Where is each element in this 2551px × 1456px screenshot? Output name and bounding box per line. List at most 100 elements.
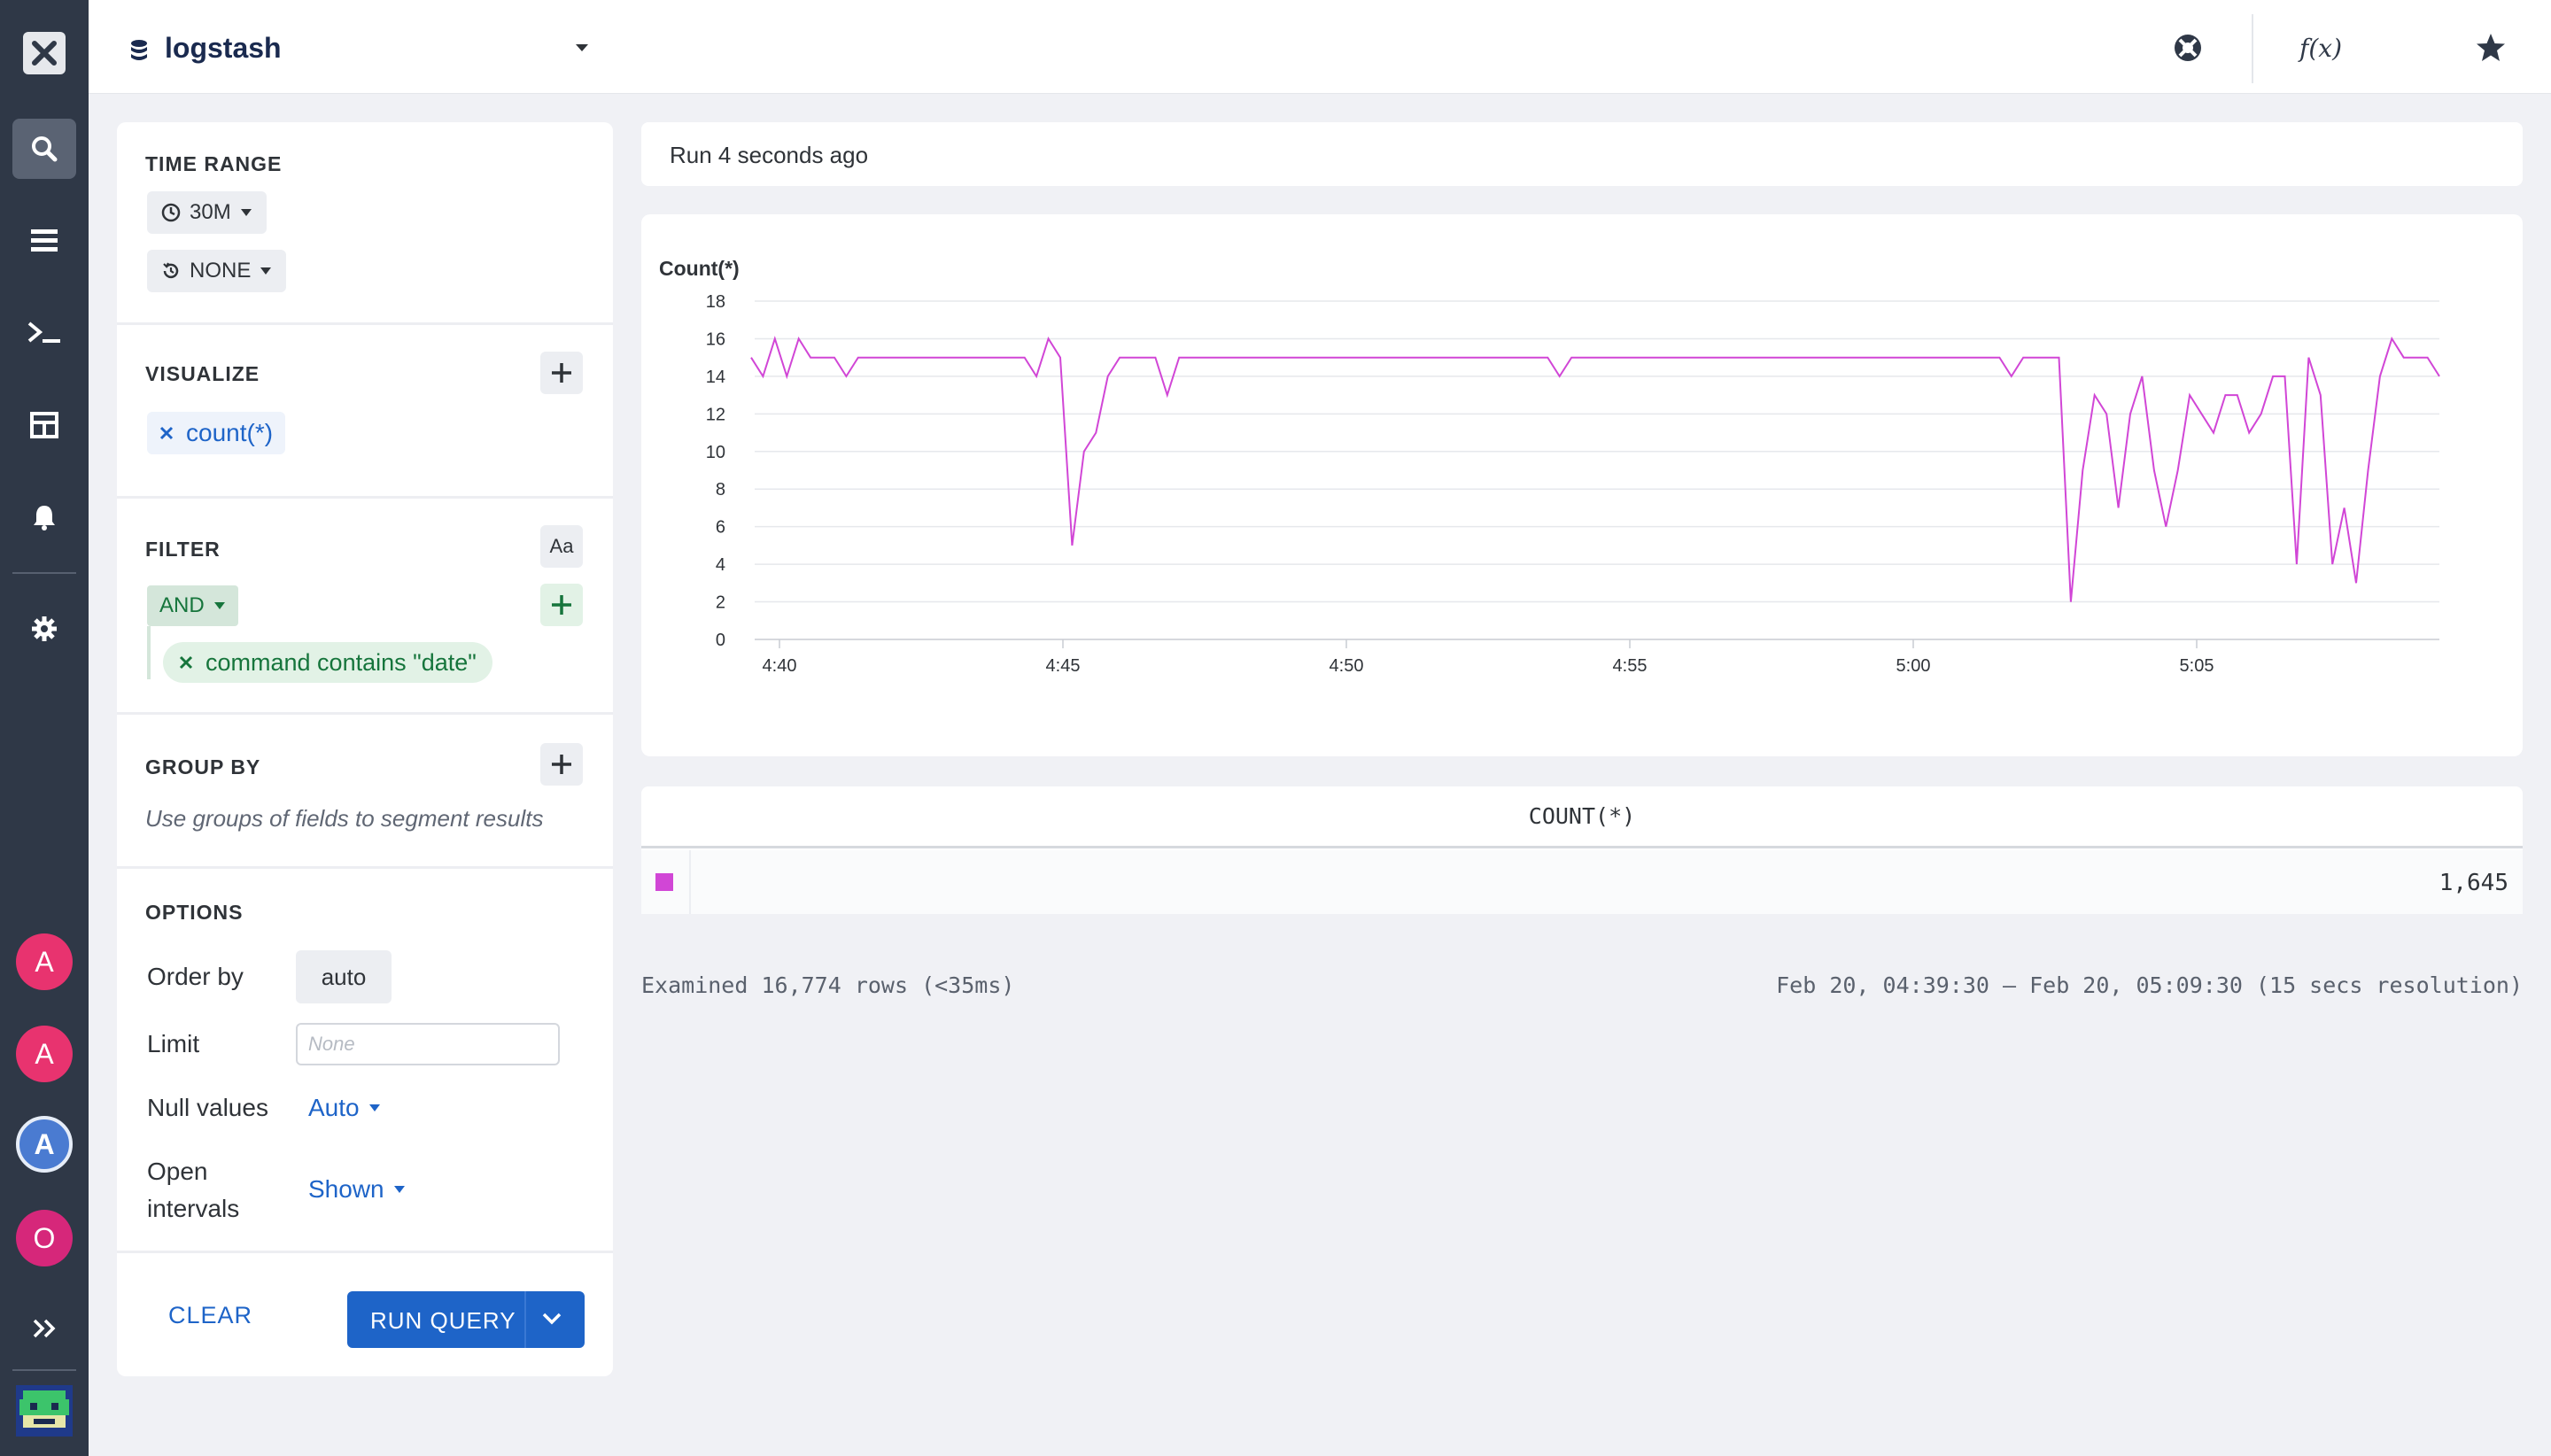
chevrons-right-icon	[33, 1319, 56, 1338]
open-intervals-label: Open	[147, 1158, 208, 1185]
count-line-chart: Count(*) 0 2 4 6 8 10 12 14 16 18 4:40 4:45 4:50 4:5…	[659, 257, 2440, 676]
series-swatch	[655, 873, 673, 891]
x-tick-label: 4:45	[1046, 656, 1081, 676]
close-logo-icon	[32, 41, 57, 66]
clock-icon	[161, 203, 181, 222]
app-logo[interactable]	[23, 32, 66, 74]
nav-expand[interactable]	[12, 1298, 76, 1359]
add-filter-button[interactable]	[540, 584, 583, 626]
avatar-org-2[interactable]: A	[16, 1026, 73, 1082]
null-values-value: Auto	[308, 1094, 360, 1121]
x-tick-label: 4:55	[1613, 656, 1648, 676]
chevron-down-icon	[213, 602, 225, 609]
y-tick-label: 6	[716, 518, 725, 538]
x-tick-label: 4:40	[763, 656, 797, 676]
favorites-button[interactable]	[2471, 28, 2510, 67]
chevron-down-icon	[368, 1104, 380, 1111]
nav-separator-bottom	[12, 1369, 76, 1371]
series-line	[750, 336, 2440, 602]
case-sensitive-toggle[interactable]: Aa	[540, 525, 583, 568]
group-by-title: GROUP BY	[145, 755, 261, 778]
visualization-label: count(*)	[186, 419, 274, 446]
actions-separator	[117, 1251, 613, 1253]
filter-title: FILTER	[145, 538, 221, 561]
avatar-org-4[interactable]: O	[16, 1210, 73, 1266]
nav-apl[interactable]	[12, 303, 76, 363]
results-table: COUNT(*) 1,645	[641, 786, 2523, 914]
y-tick-label: 12	[706, 405, 725, 424]
user-avatar[interactable]	[16, 1385, 73, 1437]
visualize-section: VISUALIZE count(*)	[117, 322, 613, 496]
filter-condition-chip[interactable]: command contains "date"	[163, 642, 492, 683]
dataset-dropdown-icon[interactable]	[574, 43, 590, 53]
gear-icon	[32, 616, 57, 641]
run-status-text: Run 4 seconds ago	[670, 142, 869, 168]
x-tick-label: 5:05	[2180, 656, 2214, 676]
open-intervals-label-2: intervals	[147, 1195, 240, 1222]
help-button[interactable]	[2168, 28, 2207, 67]
nav-stream[interactable]	[12, 211, 76, 271]
remove-icon[interactable]	[179, 655, 193, 670]
bell-icon	[34, 506, 55, 531]
nav-settings[interactable]	[12, 599, 76, 659]
group-by-hint: Use groups of fields to segment results	[145, 805, 544, 832]
support-icon	[2175, 35, 2201, 61]
clear-button[interactable]: CLEAR	[168, 1302, 253, 1328]
options-title: OPTIONS	[145, 901, 244, 924]
dataset-name[interactable]: logstash	[165, 32, 282, 64]
nav-dashboards[interactable]	[12, 395, 76, 455]
null-values-select[interactable]: Auto	[308, 1094, 381, 1122]
star-icon	[2477, 34, 2505, 61]
limit-input[interactable]	[296, 1023, 560, 1065]
chevron-down-icon[interactable]	[540, 1307, 563, 1330]
avatar-org-active[interactable]: A	[16, 1116, 73, 1173]
y-tick-label: 10	[706, 443, 725, 462]
examined-rows-text: Examined 16,774 rows (<35ms)	[641, 972, 1015, 998]
time-range-select[interactable]: 30M	[147, 191, 267, 234]
filter-condition-label: command contains "date"	[205, 648, 477, 676]
time-range-value: 30M	[190, 200, 231, 224]
time-range-title: TIME RANGE	[145, 152, 283, 175]
terminal-icon	[27, 321, 60, 343]
y-tick-label: 16	[706, 329, 725, 349]
run-query-divider	[524, 1291, 526, 1348]
functions-button[interactable]: f(x)	[2294, 28, 2347, 67]
remove-icon[interactable]	[159, 426, 174, 440]
table-row[interactable]: 1,645	[641, 850, 2523, 914]
top-bar: logstash f(x)	[89, 0, 2551, 94]
y-tick-label: 18	[706, 292, 725, 312]
nav-monitors[interactable]	[12, 487, 76, 547]
chevron-down-icon	[260, 267, 272, 275]
database-icon	[131, 40, 147, 60]
avatar-org-1[interactable]: A	[16, 933, 73, 990]
function-icon: f(x)	[2299, 33, 2342, 63]
options-section: OPTIONS Order by auto Limit Null values …	[117, 866, 613, 1251]
filter-operator-select[interactable]: AND	[147, 585, 238, 626]
order-by-label: Order by	[147, 963, 244, 990]
filter-operator-label: AND	[159, 593, 205, 617]
y-tick-label: 4	[716, 555, 725, 575]
limit-label: Limit	[147, 1030, 200, 1057]
query-builder-panel: TIME RANGE 30M NONE VISUALIZE count(*) F…	[117, 122, 613, 1376]
nav-query[interactable]	[12, 119, 76, 179]
topbar-divider	[2252, 14, 2253, 83]
run-query-button[interactable]: RUN QUERY	[347, 1291, 585, 1348]
run-query-label: RUN QUERY	[370, 1307, 516, 1334]
y-axis-label: Count(*)	[659, 257, 740, 280]
nav-separator	[12, 572, 76, 574]
table-header: COUNT(*)	[641, 786, 2523, 848]
count-value: 1,645	[2439, 870, 2508, 896]
compare-select[interactable]: NONE	[147, 250, 287, 292]
search-icon	[32, 136, 58, 162]
compare-value: NONE	[190, 259, 252, 283]
y-tick-label: 8	[716, 480, 725, 500]
add-group-by-button[interactable]	[540, 743, 583, 786]
open-intervals-select[interactable]: Shown	[308, 1175, 406, 1204]
add-visualization-button[interactable]	[540, 352, 583, 394]
case-icon: Aa	[549, 535, 574, 557]
x-tick-label: 4:50	[1330, 656, 1364, 676]
time-range-section: TIME RANGE 30M NONE	[117, 122, 613, 322]
visualization-chip[interactable]: count(*)	[147, 412, 286, 454]
order-by-select[interactable]: auto	[296, 950, 392, 1003]
x-tick-label: 5:00	[1896, 656, 1931, 676]
